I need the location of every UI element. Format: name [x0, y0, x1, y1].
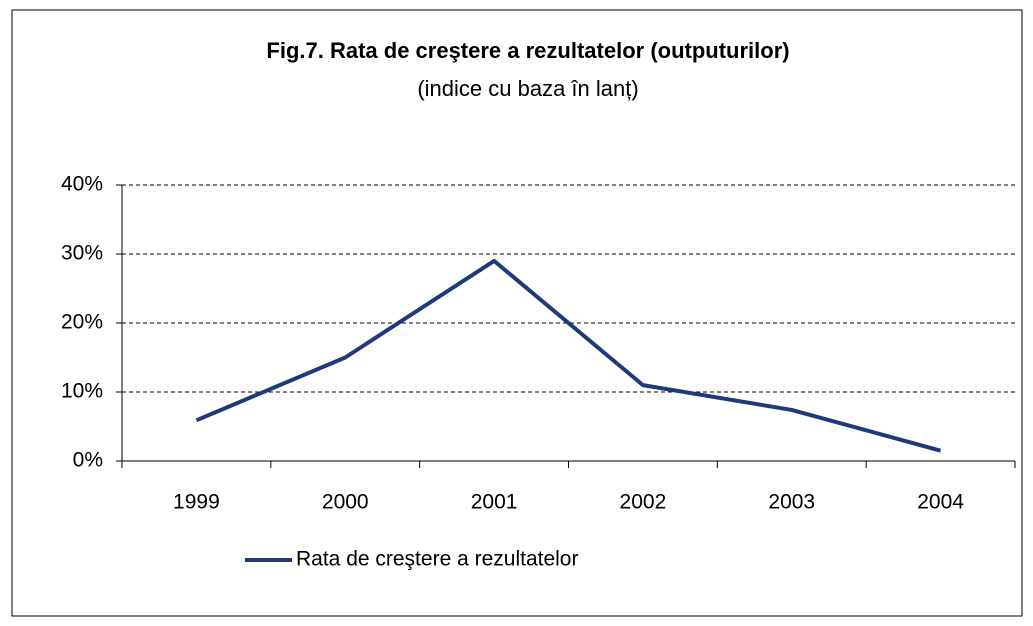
x-tick-label: 1999: [173, 491, 220, 514]
y-tick-label: 40%: [61, 173, 103, 196]
y-tick-label: 0%: [73, 449, 103, 472]
y-tick-label: 10%: [61, 380, 103, 403]
legend-label: Rata de creştere a rezultatelor: [296, 548, 578, 571]
x-tick-label: 2000: [322, 491, 369, 514]
y-tick-label: 30%: [61, 242, 103, 265]
x-tick-label: 2002: [620, 491, 667, 514]
x-tick-label: 2001: [471, 491, 518, 514]
chart-subtitle: (indice cu baza în lanț): [417, 76, 638, 101]
x-tick-label: 2004: [917, 491, 964, 514]
x-tick-label: 2003: [768, 491, 815, 514]
chart-title: Fig.7. Rata de creştere a rezultatelor (…: [266, 38, 789, 63]
data-line: [195, 258, 942, 453]
chart-frame: [11, 9, 1023, 617]
y-tick-label: 20%: [61, 311, 103, 334]
